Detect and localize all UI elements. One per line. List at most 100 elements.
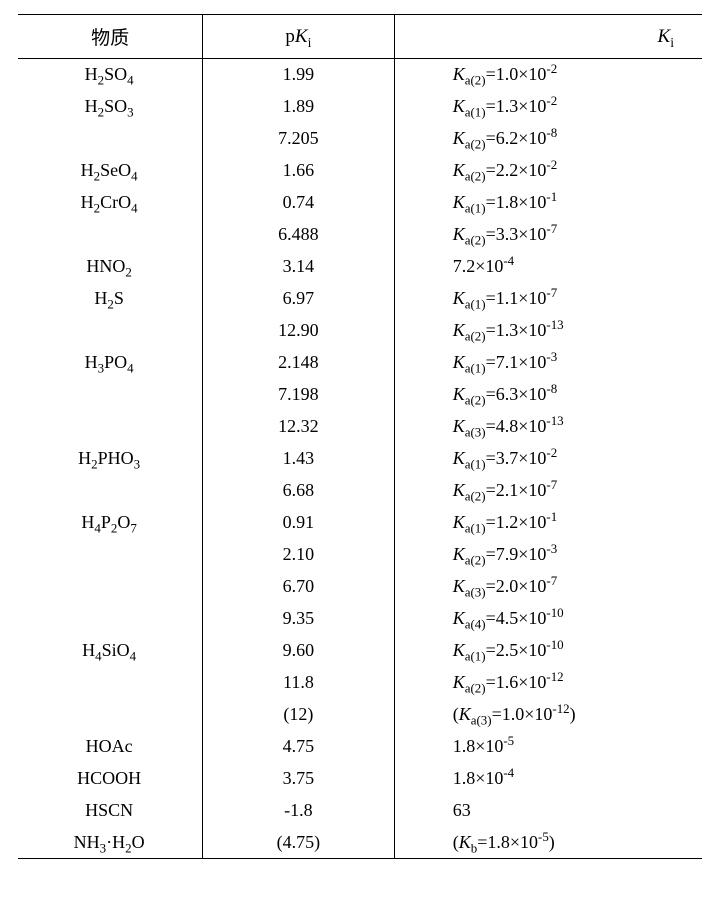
table-row: H4P2O70.91Ka(1)=1.2×10-1 [18,507,702,539]
cell-substance [18,603,203,635]
cell-ki: Ka(2)=7.9×10-3 [394,539,702,571]
table-row: 7.198Ka(2)=6.3×10-8 [18,379,702,411]
table-row: H4SiO49.60Ka(1)=2.5×10-10 [18,635,702,667]
table-row: 12.32Ka(3)=4.8×10-13 [18,411,702,443]
cell-ki: Ka(2)=3.3×10-7 [394,219,702,251]
cell-pki: 9.35 [203,603,395,635]
table-row: 6.70Ka(3)=2.0×10-7 [18,571,702,603]
table-row: H2S6.97Ka(1)=1.1×10-7 [18,283,702,315]
table-row: H2SeO41.66Ka(2)=2.2×10-2 [18,155,702,187]
cell-ki: 63 [394,795,702,827]
cell-substance: H2CrO4 [18,187,203,219]
cell-substance: HNO2 [18,251,203,283]
cell-pki: 1.89 [203,91,395,123]
cell-substance: H2SO3 [18,91,203,123]
table-row: HSCN-1.863 [18,795,702,827]
table-row: H2SO31.89Ka(1)=1.3×10-2 [18,91,702,123]
cell-pki: 7.205 [203,123,395,155]
table-row: HCOOH3.751.8×10-4 [18,763,702,795]
table-row: 2.10Ka(2)=7.9×10-3 [18,539,702,571]
cell-ki: Ka(2)=1.6×10-12 [394,667,702,699]
cell-ki: Ka(2)=2.1×10-7 [394,475,702,507]
cell-pki: 6.97 [203,283,395,315]
cell-ki: Ka(1)=1.8×10-1 [394,187,702,219]
table-row: NH3·H2O(4.75)(Kb=1.8×10-5) [18,827,702,859]
table-row: 9.35Ka(4)=4.5×10-10 [18,603,702,635]
cell-substance [18,379,203,411]
cell-ki: Ka(1)=3.7×10-2 [394,443,702,475]
cell-ki: Ka(2)=1.0×10-2 [394,59,702,91]
table-row: H2SO41.99Ka(2)=1.0×10-2 [18,59,702,91]
cell-substance [18,123,203,155]
cell-substance: HSCN [18,795,203,827]
cell-substance [18,699,203,731]
cell-substance: H2S [18,283,203,315]
cell-pki: 2.148 [203,347,395,379]
header-ki: Ki [394,15,702,59]
table-row: 12.90Ka(2)=1.3×10-13 [18,315,702,347]
cell-ki: 1.8×10-5 [394,731,702,763]
cell-ki: Ka(1)=2.5×10-10 [394,635,702,667]
cell-ki: Ka(2)=1.3×10-13 [394,315,702,347]
table-row: HOAc4.751.8×10-5 [18,731,702,763]
cell-ki: Ka(2)=6.2×10-8 [394,123,702,155]
cell-pki: 1.43 [203,443,395,475]
cell-pki: 1.66 [203,155,395,187]
cell-ki: 7.2×10-4 [394,251,702,283]
header-pki: pKi [203,15,395,59]
cell-ki: Ka(4)=4.5×10-10 [394,603,702,635]
cell-pki: 6.70 [203,571,395,603]
table-row: 6.488Ka(2)=3.3×10-7 [18,219,702,251]
cell-pki: (12) [203,699,395,731]
cell-pki: 12.32 [203,411,395,443]
table-row: 7.205Ka(2)=6.2×10-8 [18,123,702,155]
cell-ki: (Kb=1.8×10-5) [394,827,702,859]
cell-pki: 7.198 [203,379,395,411]
cell-ki: Ka(1)=1.1×10-7 [394,283,702,315]
cell-ki: Ka(2)=6.3×10-8 [394,379,702,411]
table-body: H2SO41.99Ka(2)=1.0×10-2H2SO31.89Ka(1)=1.… [18,59,702,859]
cell-substance: NH3·H2O [18,827,203,859]
cell-substance [18,411,203,443]
cell-ki: Ka(1)=7.1×10-3 [394,347,702,379]
cell-substance: H2SO4 [18,59,203,91]
cell-pki: 2.10 [203,539,395,571]
table-header-row: 物质 pKi Ki [18,15,702,59]
cell-ki: Ka(2)=2.2×10-2 [394,155,702,187]
cell-substance [18,667,203,699]
cell-substance: H4P2O7 [18,507,203,539]
cell-substance [18,571,203,603]
cell-pki: 0.74 [203,187,395,219]
cell-substance [18,539,203,571]
cell-substance: H4SiO4 [18,635,203,667]
cell-pki: 6.488 [203,219,395,251]
cell-pki: 12.90 [203,315,395,347]
cell-substance: H2PHO3 [18,443,203,475]
cell-ki: 1.8×10-4 [394,763,702,795]
cell-substance: H2SeO4 [18,155,203,187]
cell-substance [18,315,203,347]
cell-pki: -1.8 [203,795,395,827]
header-substance: 物质 [18,15,203,59]
cell-pki: 3.75 [203,763,395,795]
cell-substance [18,219,203,251]
cell-substance: HOAc [18,731,203,763]
cell-substance: H3PO4 [18,347,203,379]
dissociation-constants-table: 物质 pKi Ki H2SO41.99Ka(2)=1.0×10-2H2SO31.… [18,14,702,859]
cell-substance [18,475,203,507]
table-row: H2CrO40.74Ka(1)=1.8×10-1 [18,187,702,219]
cell-pki: 4.75 [203,731,395,763]
cell-pki: 3.14 [203,251,395,283]
cell-ki: Ka(1)=1.2×10-1 [394,507,702,539]
cell-pki: 9.60 [203,635,395,667]
cell-ki: Ka(3)=2.0×10-7 [394,571,702,603]
table-row: 11.8Ka(2)=1.6×10-12 [18,667,702,699]
cell-pki: 1.99 [203,59,395,91]
table-row: (12)(Ka(3)=1.0×10-12) [18,699,702,731]
table-row: 6.68Ka(2)=2.1×10-7 [18,475,702,507]
cell-pki: 6.68 [203,475,395,507]
cell-ki: Ka(3)=4.8×10-13 [394,411,702,443]
cell-pki: 11.8 [203,667,395,699]
table-row: H3PO42.148Ka(1)=7.1×10-3 [18,347,702,379]
table-row: H2PHO31.43Ka(1)=3.7×10-2 [18,443,702,475]
